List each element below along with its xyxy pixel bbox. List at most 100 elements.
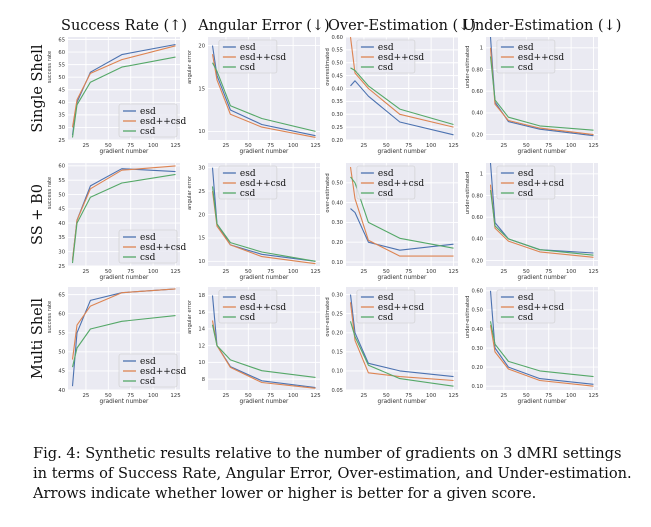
legend-box [356,289,416,324]
chart-panel: 25 50 75 100 125 0.05 0.10 0.15 0.20 0.25 0.30 grad… [325,287,459,405]
y-tick-label: 0.15 [331,350,343,356]
x-axis-label: gradient number [378,275,428,281]
y-tick-label: 8 [202,377,205,383]
y-tick-label: 30 [198,165,205,171]
legend-box [496,39,556,74]
series-line [350,208,454,251]
x-tick-label: 25 [500,393,507,399]
y-axis-label: under-estimated [465,46,471,89]
legend-label: esd++csd [140,243,186,253]
x-tick-label: 50 [245,393,252,399]
y-tick-label: 60 [58,312,65,318]
y-axis-label: success rate [47,51,53,83]
y-tick-label: 0.35 [331,99,343,105]
y-axis-label: success rate [47,301,53,333]
series-line [211,324,316,378]
row-title: Multi Shell [30,298,46,379]
series-line [489,190,594,256]
x-tick-label: 75 [545,143,552,149]
x-tick-label: 50 [383,143,390,149]
x-tick-label: 125 [588,269,598,275]
x-tick-label: 125 [170,269,180,275]
legend-label: csd [240,313,256,323]
x-tick-label: 25 [222,143,229,149]
y-tick-label: 14 [198,327,205,333]
y-tick-label: 65 [58,37,65,43]
y-tick-label: 15 [198,86,205,92]
figure-caption: Fig. 4: Synthetic results relative to th… [33,444,633,504]
y-tick-label: 0.30 [331,292,343,298]
caption-text: Synthetic results relative to the number… [33,445,632,502]
y-axis-label: under-estimated [465,172,471,215]
y-tick-label: 0.60 [471,89,483,95]
y-tick-label: 0.55 [331,48,343,54]
series-line [489,325,594,387]
y-tick-label: 10 [198,129,205,135]
y-axis-label: over-estimated [325,173,331,212]
x-tick-label: 125 [448,393,458,399]
x-tick-label: 75 [127,269,134,275]
x-tick-label: 75 [545,269,552,275]
y-tick-label: 25 [58,138,65,144]
y-tick-label: 55 [58,178,65,184]
x-tick-label: 125 [170,393,180,399]
series-line [489,290,594,385]
y-tick-label: 40 [58,388,65,394]
caption-label: Fig. 4: [33,445,81,462]
legend-box [118,103,178,138]
x-axis-label: gradient number [518,399,568,405]
x-tick-label: 125 [448,143,458,149]
x-tick-label: 100 [288,143,299,149]
y-axis-label: over-estimated [325,297,331,336]
series-line [71,315,176,368]
x-tick-label: 100 [426,393,437,399]
x-tick-label: 100 [426,143,437,149]
legend-label: csd [240,63,256,73]
y-tick-label: 0.20 [471,365,483,371]
y-tick-label: 65 [58,292,65,298]
x-tick-label: 75 [405,393,412,399]
x-tick-label: 25 [360,269,367,275]
legend-box [118,229,178,264]
legend-label: esd++csd [378,179,424,189]
y-tick-label: 0.50 [471,308,483,314]
legend-label: csd [378,63,394,73]
x-tick-label: 25 [82,143,89,149]
legend-label: csd [240,189,256,199]
row-title: Single Shell [30,44,46,133]
legend-label: csd [518,63,534,73]
y-tick-label: 40 [58,221,65,227]
series-line [71,56,176,138]
y-tick-label: 10 [198,259,205,265]
x-tick-label: 100 [426,269,437,275]
legend-label: esd [140,233,156,243]
y-tick-label: 0.40 [331,200,343,206]
chart-panel: 25 50 75 100 125 25 30 35 40 45 50 55 60 65 gradient n… [47,37,186,155]
series-line [71,173,176,264]
x-tick-label: 75 [405,143,412,149]
y-tick-label: 45 [58,369,65,375]
y-tick-label: 55 [58,62,65,68]
legend-box [496,289,556,324]
y-tick-label: 35 [58,235,65,241]
series-line [211,186,316,262]
y-tick-label: 1 [480,46,483,52]
chart-panel: 25 50 75 100 125 0.20 0.40 0.60 0.80 1 gradient nu… [465,162,599,281]
legend-label: csd [378,189,394,199]
series-line [71,288,176,360]
legend-label: csd [140,253,156,263]
x-tick-label: 125 [448,269,458,275]
legend-box [356,165,416,200]
x-tick-label: 75 [405,269,412,275]
y-tick-label: 45 [58,207,65,213]
x-tick-label: 75 [127,393,134,399]
chart-panel: 25 50 75 100 125 0.20 0.40 0.60 0.80 1 gradient nu… [465,36,599,155]
x-tick-label: 75 [267,393,274,399]
series-line [212,62,316,132]
chart-panel: 25 50 75 100 125 0.20 0.25 0.30 0.35 0.40 0.45 0.50… [325,35,459,155]
y-tick-label: 25 [198,189,205,195]
